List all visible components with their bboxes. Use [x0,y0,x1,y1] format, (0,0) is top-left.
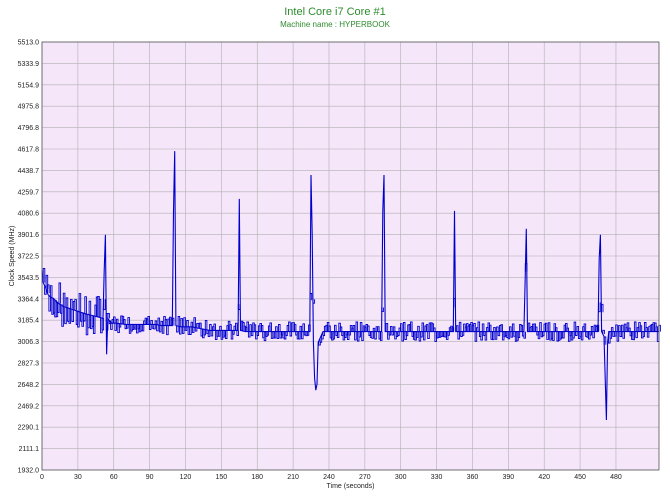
y-tick-label: 2827.3 [18,360,40,367]
y-tick-label: 3364.4 [18,296,40,303]
y-tick-label: 4259.7 [18,189,40,196]
y-tick-label: 5333.9 [18,61,40,68]
y-tick-label: 4796.8 [18,125,40,132]
x-tick-label: 30 [74,474,82,481]
y-tick-label: 2469.2 [18,403,40,410]
y-axis-label: Clock Speed (MHz) [9,226,16,287]
x-tick-label: 60 [110,474,118,481]
x-axis-label: Time (seconds) [327,483,375,490]
y-axis-ticks: 1932.0 2111.1 2290.1 2469.2 2648.2 2827.3 3006… [18,40,40,475]
x-tick-label: 120 [180,474,192,481]
y-tick-label: 5513.0 [18,40,40,47]
chart-title: Intel Core i7 Core #1 [284,6,386,18]
x-tick-label: 240 [323,474,335,481]
x-tick-label: 360 [467,474,479,481]
y-tick-label: 3722.5 [18,254,40,261]
x-tick-label: 150 [216,474,228,481]
x-tick-label: 180 [251,474,263,481]
x-tick-label: 300 [395,474,407,481]
x-tick-label: 90 [146,474,154,481]
y-tick-label: 1932.0 [18,468,40,475]
y-tick-label: 3006.3 [18,339,40,346]
y-tick-label: 2648.2 [18,382,40,389]
x-tick-label: 480 [610,474,622,481]
plot-border [41,41,660,471]
y-tick-label: 2111.1 [19,446,39,453]
series-fluctuation-path [42,262,661,346]
y-tick-label: 4080.6 [18,211,40,218]
y-tick-label: 4438.7 [18,168,40,175]
y-tick-label: 4617.8 [18,146,40,153]
y-tick-label: 3543.5 [18,275,40,282]
y-tick-label: 4975.8 [18,104,40,111]
x-tick-label: 0 [40,474,44,481]
series-line-core-1 [41,151,659,421]
x-tick-label: 450 [574,474,586,481]
x-tick-label: 270 [359,474,371,481]
y-tick-label: 5154.9 [18,82,40,89]
y-tick-label: 3185.4 [18,318,40,325]
y-tick-label: 3901.6 [18,232,40,239]
series-fluctuation [42,262,661,346]
chart-subtitle: Machine name : HYPERBOOK [280,20,390,29]
x-tick-label: 390 [502,474,514,481]
x-axis-ticks: 0 30 60 90 120 150 180 210 240 270 300 330 360 390 420… [40,474,622,481]
y-tick-label: 2290.1 [18,425,40,432]
grid-lines [41,41,659,471]
x-tick-label: 330 [431,474,443,481]
x-tick-label: 420 [538,474,550,481]
x-tick-label: 210 [287,474,299,481]
